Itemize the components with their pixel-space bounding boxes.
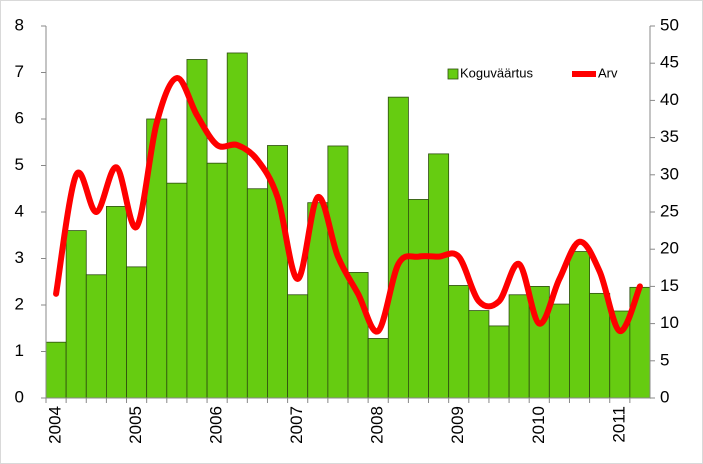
y2-tick-label: 40 (660, 90, 679, 109)
y-tick-label: 2 (15, 294, 24, 313)
x-tick-label: 2010 (529, 406, 548, 444)
bar (106, 206, 127, 399)
bar (85, 274, 107, 399)
y-tick-label: 4 (15, 201, 24, 220)
y2-tick-label: 25 (660, 201, 679, 220)
bar (226, 52, 248, 399)
bar (166, 182, 188, 399)
x-tick-label: 2007 (287, 406, 306, 444)
y-tick-label: 3 (15, 248, 24, 267)
y2-tick-label: 45 (660, 53, 679, 72)
bar (428, 153, 450, 399)
y2-tick-label: 30 (660, 164, 679, 183)
y-tick-label: 6 (15, 108, 24, 127)
bar (387, 96, 409, 399)
y2-tick-label: 10 (660, 313, 679, 332)
x-tick-label: 2006 (207, 406, 226, 444)
bar (126, 266, 148, 399)
x-tick-label: 2005 (126, 406, 145, 444)
y2-tick-label: 35 (660, 127, 679, 146)
y-tick-label: 1 (15, 341, 24, 360)
y-tick-label: 5 (15, 155, 24, 174)
y2-tick-label: 50 (660, 15, 679, 34)
x-tick-label: 2008 (368, 406, 387, 444)
x-tick-label: 2004 (46, 406, 65, 444)
bar (65, 230, 87, 399)
bar (548, 303, 570, 399)
y-tick-label: 8 (15, 15, 24, 34)
bar (287, 294, 309, 399)
bar (468, 310, 490, 399)
bar (206, 162, 228, 399)
y-tick-label: 0 (15, 387, 24, 406)
bar (246, 188, 268, 399)
legend-swatch (447, 68, 459, 80)
bar (569, 251, 591, 399)
y2-tick-label: 5 (660, 350, 669, 369)
y-tick-label: 7 (15, 62, 24, 81)
bar (45, 341, 67, 399)
y2-tick-label: 20 (660, 239, 679, 258)
x-tick-label: 2009 (448, 406, 467, 444)
legend-label: Koguväärtus (460, 65, 533, 80)
bar (407, 199, 429, 399)
line (53, 75, 643, 335)
bar (589, 292, 611, 399)
bar (508, 294, 530, 399)
bar (448, 285, 470, 399)
legend-label: Arv (598, 65, 618, 80)
y2-tick-label: 15 (660, 276, 679, 295)
bar (488, 325, 510, 399)
x-tick-label: 2011 (609, 406, 628, 443)
y2-tick-label: 0 (660, 387, 669, 406)
bar (367, 338, 389, 399)
